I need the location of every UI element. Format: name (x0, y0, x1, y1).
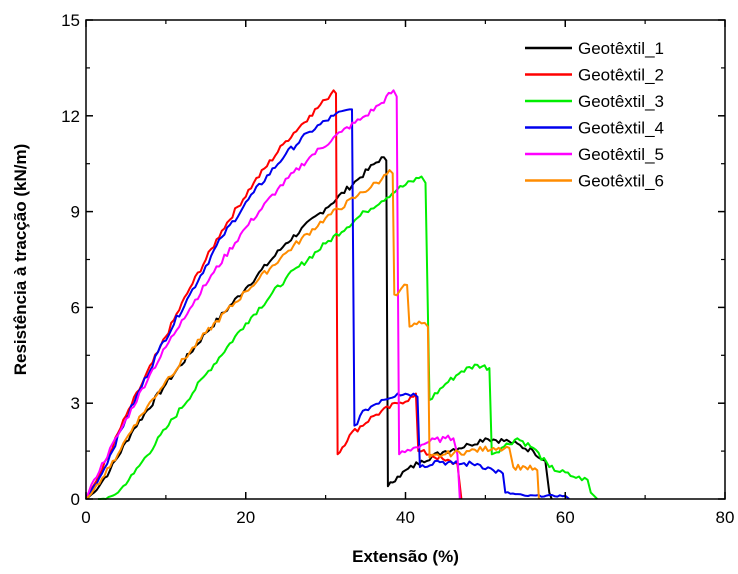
x-tick-label: 60 (556, 508, 575, 527)
series-line-4 (85, 108, 570, 500)
y-tick-label: 15 (61, 11, 80, 30)
legend: Geotêxtil_1 Geotêxtil_2 Geotêxtil_3 Geotêxt… (525, 39, 664, 191)
plot-lines (85, 89, 598, 500)
legend-label-1: Geotêxtil_1 (578, 39, 664, 58)
series-line-2 (85, 89, 463, 500)
legend-label-2: Geotêxtil_2 (578, 66, 664, 85)
legend-label-4: Geotêxtil_4 (578, 119, 664, 138)
legend-label-3: Geotêxtil_3 (578, 92, 664, 111)
series-line-1 (85, 156, 553, 500)
y-tick-label: 0 (71, 490, 80, 509)
legend-label-6: Geotêxtil_6 (578, 172, 664, 191)
y-axis-title: Resistência à tracção (kN/m) (11, 144, 30, 376)
y-tick-label: 3 (71, 394, 80, 413)
x-axis-ticks: 0 20 40 60 80 (81, 20, 734, 527)
series-line-3 (98, 175, 598, 500)
y-tick-label: 12 (61, 107, 80, 126)
series-line-5 (85, 89, 461, 500)
y-tick-label: 6 (71, 298, 80, 317)
x-tick-label: 40 (396, 508, 415, 527)
y-tick-label: 9 (71, 203, 80, 222)
series-line-6 (85, 169, 540, 500)
legend-label-5: Geotêxtil_5 (578, 145, 664, 164)
x-axis-title: Extensão (%) (352, 547, 459, 566)
x-tick-label: 0 (81, 508, 90, 527)
y-axis-ticks: 0 3 6 9 12 15 (61, 11, 725, 509)
x-tick-label: 80 (716, 508, 735, 527)
x-tick-label: 20 (236, 508, 255, 527)
